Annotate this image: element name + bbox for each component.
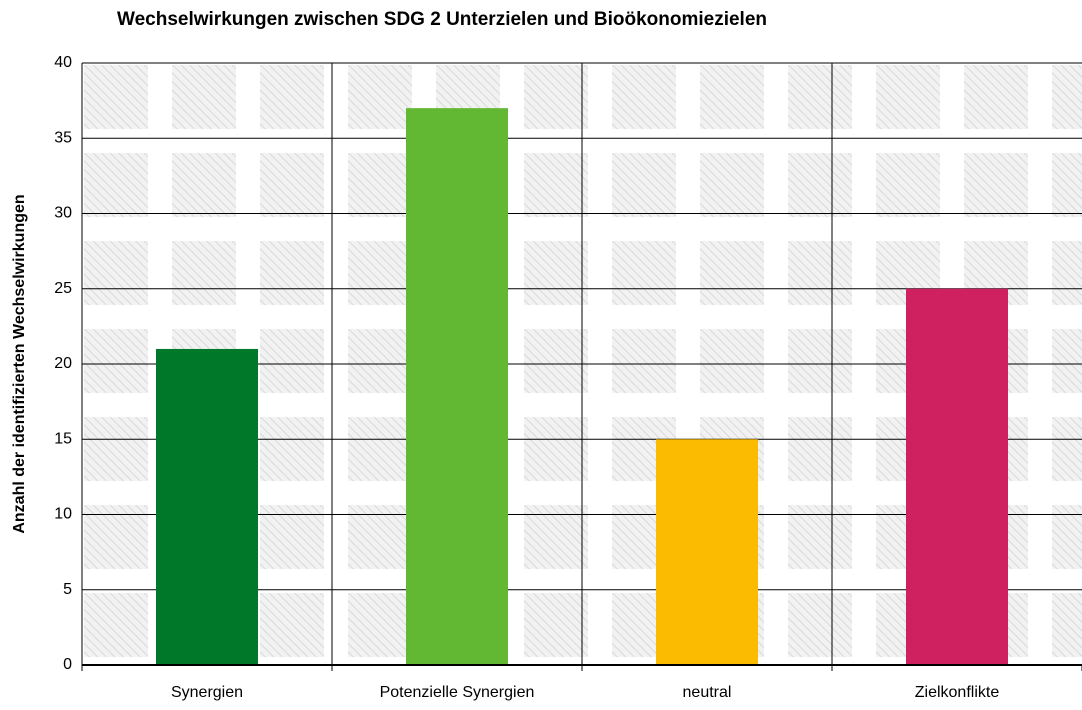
bar [906, 288, 1008, 665]
bar [656, 439, 758, 665]
y-tick-label: 25 [54, 280, 72, 297]
x-tick-label: Potenzielle Synergien [380, 684, 535, 701]
y-tick-label: 40 [54, 54, 72, 71]
y-tick-label: 35 [54, 129, 72, 146]
y-tick-label: 10 [54, 506, 72, 523]
bar [156, 348, 258, 665]
y-axis-label: Anzahl der identifizierten Wechselwirkun… [11, 194, 28, 533]
x-tick-label: Zielkonflikte [915, 684, 1000, 701]
chart-title: Wechselwirkungen zwischen SDG 2 Unterzie… [117, 9, 767, 30]
y-tick-label: 0 [63, 656, 72, 673]
x-tick-label: neutral [683, 684, 732, 701]
bar [406, 108, 508, 665]
y-tick-label: 30 [54, 205, 72, 222]
x-tick-label: Synergien [171, 684, 243, 701]
y-tick-label: 20 [54, 355, 72, 372]
y-tick-label: 5 [63, 581, 72, 598]
y-tick-label: 15 [54, 430, 72, 447]
